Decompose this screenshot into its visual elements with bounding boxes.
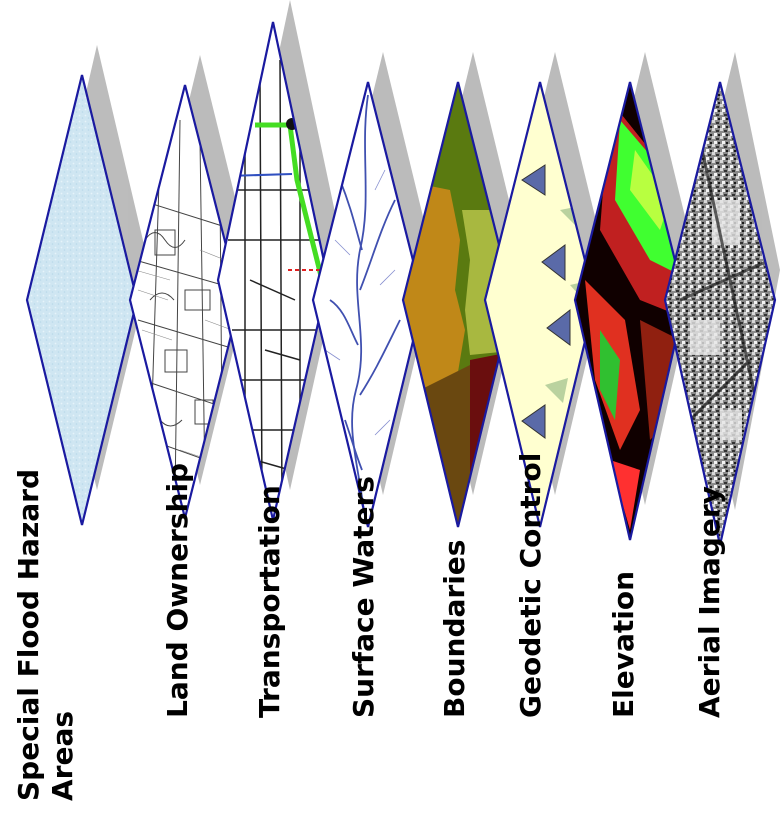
- label-water-line-1: Surface Waters: [347, 476, 380, 718]
- label-ownership-line-1: Land Ownership: [161, 462, 194, 718]
- label-flood-line-2: Areas: [46, 710, 79, 801]
- label-flood-line-1: Special Flood Hazard: [12, 469, 45, 801]
- label-bound: Boundaries: [438, 540, 472, 718]
- label-aerial-line-1: Aerial Imagery: [693, 486, 726, 718]
- label-geodetic-line-1: Geodetic Control: [514, 452, 547, 718]
- diamond-aerial: [663, 81, 777, 546]
- label-transport-line-1: Transportation: [253, 485, 286, 718]
- label-geodetic: Geodetic Control: [514, 453, 548, 718]
- label-aerial: Aerial Imagery: [693, 486, 727, 718]
- label-transport: Transportation: [253, 485, 287, 718]
- label-water: Surface Waters: [347, 476, 381, 718]
- label-elev-line-1: Elevation: [607, 570, 640, 718]
- label-bound-line-1: Boundaries: [438, 539, 471, 718]
- label-ownership: Land Ownership: [161, 463, 195, 718]
- label-elev: Elevation: [607, 571, 641, 718]
- label-flood: Special Flood Hazard Areas: [12, 469, 80, 801]
